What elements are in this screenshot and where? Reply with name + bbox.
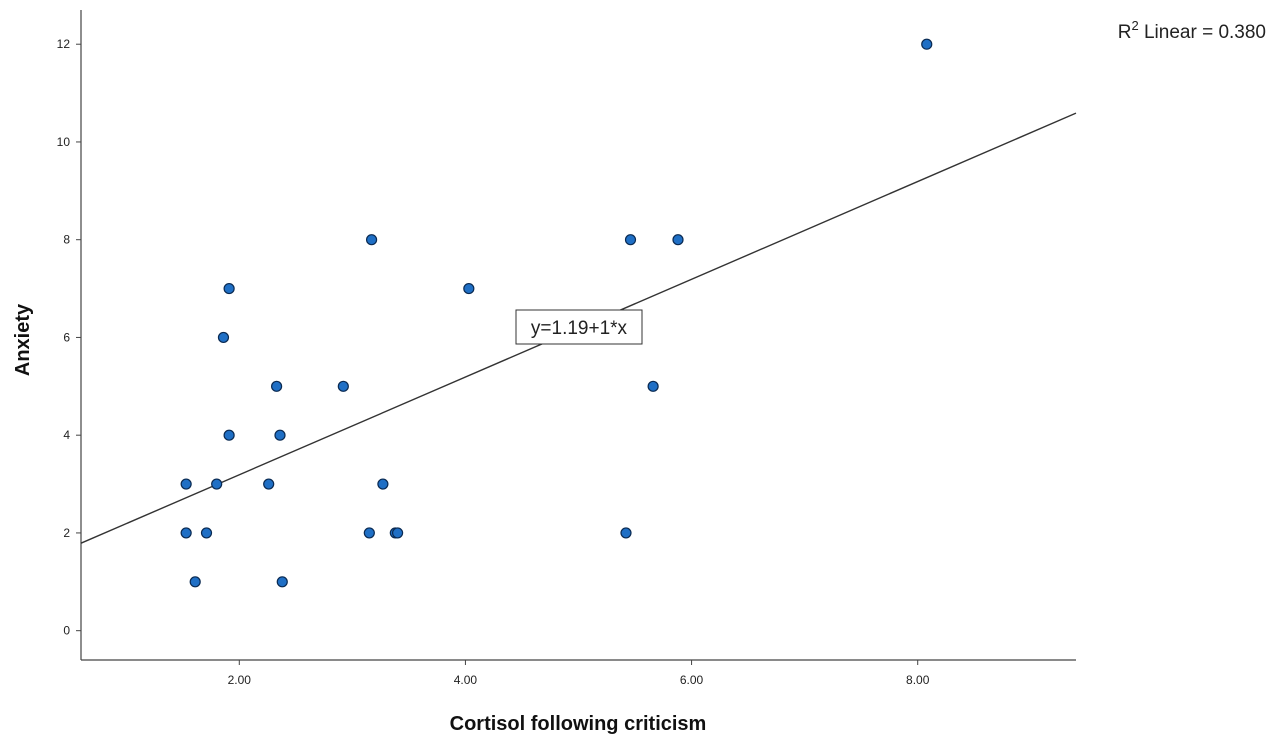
data-point — [377, 478, 389, 490]
data-point — [365, 234, 378, 246]
data-point — [217, 331, 230, 344]
equation-label-border — [515, 309, 643, 345]
data-point — [223, 429, 235, 441]
data-point — [263, 478, 275, 490]
data-point — [363, 527, 375, 539]
equation-label: y=1.19+1*x — [531, 318, 628, 339]
r2-superscript: 2 — [1131, 18, 1138, 33]
y-axis-title: Anxiety — [12, 303, 34, 376]
data-point — [271, 380, 283, 392]
data-point — [180, 478, 192, 490]
y-tick-label: 2 — [63, 526, 70, 540]
data-point — [274, 429, 286, 441]
data-point — [672, 234, 684, 246]
r2-prefix: R — [1118, 22, 1132, 43]
y-tick-label: 12 — [57, 37, 71, 51]
data-point — [620, 527, 632, 539]
equation-label-box: y=1.19+1*x — [515, 309, 643, 345]
data-point — [391, 527, 404, 539]
data-point — [189, 576, 201, 588]
data-point — [180, 527, 192, 539]
x-tick-label: 6.00 — [680, 673, 704, 687]
x-tick-label: 8.00 — [906, 673, 930, 687]
data-point — [200, 527, 213, 539]
y-tick-label: 6 — [63, 330, 70, 344]
data-point — [624, 234, 637, 246]
data-point — [921, 38, 933, 50]
axes — [80, 10, 1076, 661]
y-tick-label: 8 — [63, 233, 70, 247]
x-axis-title: Cortisol following criticism — [450, 713, 707, 735]
y-tick-label: 0 — [63, 624, 70, 638]
data-point — [337, 380, 349, 392]
x-ticks: 2.00 4.00 6.00 8.00 — [228, 660, 930, 687]
data-point — [223, 282, 235, 295]
x-tick-label: 2.00 — [228, 673, 252, 687]
y-tick-label: 10 — [57, 135, 71, 149]
data-point — [647, 380, 659, 392]
data-point — [211, 478, 223, 490]
y-tick-label: 4 — [63, 428, 70, 442]
data-point — [463, 282, 475, 295]
r2-text: Linear = 0.380 — [1139, 22, 1266, 43]
data-points — [180, 38, 933, 588]
y-ticks: 0 2 4 6 8 10 12 — [57, 37, 81, 638]
x-tick-label: 4.00 — [454, 673, 478, 687]
data-point — [276, 576, 288, 588]
r2-label: R2 Linear = 0.380 — [1118, 18, 1266, 43]
